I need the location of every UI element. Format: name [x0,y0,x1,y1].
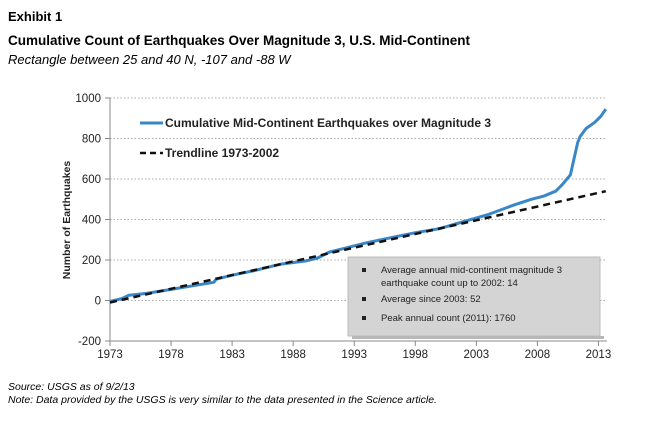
y-tick-label-5: 0 [95,296,101,308]
y-tick-label-0: 1000 [75,93,101,105]
series-line-cumulative [109,108,608,303]
chart-notes: Source: USGS as of 9/2/13 Note: Data pro… [8,381,437,407]
stats-bullet-3 [362,316,366,320]
stats-line-1: Average annual mid-continent magnitude 3 [381,265,562,276]
x-tick-label-0: 1973 [97,349,123,361]
exhibit-label: Exhibit 1 [8,9,63,24]
x-tick-label-1: 1978 [158,349,184,361]
legend-label-trend: Trendline 1973-2002 [165,146,279,160]
chart-subtitle: Rectangle between 25 and 40 N, -107 and … [8,52,291,67]
x-tick-label-6: 2003 [464,349,490,361]
x-tick-label-7: 2008 [525,349,551,361]
y-tick-label-2: 600 [82,174,101,186]
data-note: Note: Data provided by the USGS is very … [8,394,437,406]
x-tick-label-3: 1988 [280,349,306,361]
series-layer [109,108,608,304]
stats-bullet-2 [362,297,366,301]
x-tick-label-8: 2013 [586,349,612,361]
stats-bullet-1 [362,268,366,272]
chart-title: Cumulative Count of Earthquakes Over Mag… [8,33,471,48]
legend-label-cumulative: Cumulative Mid-Continent Earthquakes ove… [165,116,491,130]
stats-line-2: earthquake count up to 2002: 14 [381,278,518,289]
legend: Cumulative Mid-Continent Earthquakes ove… [140,116,491,160]
x-tick-label-4: 1993 [341,349,367,361]
stats-line-4: Peak annual count (2011): 1760 [381,313,516,324]
stats-box-shadow [352,336,604,339]
stats-box-background [347,256,601,337]
stats-box: Average annual mid-continent magnitude 3… [347,256,604,339]
stats-line-3: Average since 2003: 52 [381,294,481,305]
x-tick-label-5: 1998 [402,349,428,361]
source-note: Source: USGS as of 9/2/13 [8,381,135,393]
x-tick-label-2: 1983 [219,349,245,361]
y-tick-label-1: 800 [82,134,101,146]
series-line-trendline [109,189,607,304]
y-axis-label: Number of Earthquakes [61,161,73,280]
y-tick-label-4: 200 [82,255,101,267]
y-tick-label-6: -200 [78,336,101,348]
y-tick-label-3: 400 [82,215,101,227]
